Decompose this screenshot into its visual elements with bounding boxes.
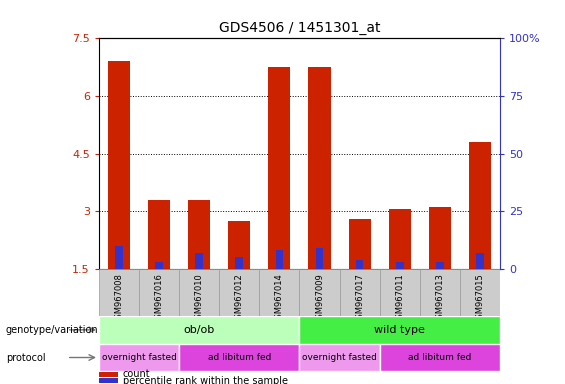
Text: overnight fasted: overnight fasted (102, 353, 176, 362)
Text: wild type: wild type (374, 325, 425, 335)
Bar (436, 262, 444, 269)
Bar (99, 316, 299, 344)
Bar (99, 344, 179, 371)
Bar (195, 253, 203, 269)
Bar (389, 209, 411, 269)
Text: GSM967014: GSM967014 (275, 273, 284, 324)
Bar (99, 372, 118, 377)
Bar (259, 269, 299, 317)
Text: GSM967013: GSM967013 (436, 273, 444, 324)
Bar (356, 260, 363, 269)
Text: GSM967008: GSM967008 (115, 273, 123, 324)
Bar (299, 316, 500, 344)
Bar (299, 344, 380, 371)
Bar (228, 221, 250, 269)
Bar (429, 207, 451, 269)
Text: ad libitum fed: ad libitum fed (408, 353, 472, 362)
Text: GSM967015: GSM967015 (476, 273, 484, 324)
Bar (299, 269, 340, 317)
Bar (349, 219, 371, 269)
Bar (460, 269, 500, 317)
Bar (469, 142, 491, 269)
Text: GSM967010: GSM967010 (195, 273, 203, 324)
Bar (340, 269, 380, 317)
Bar (99, 378, 118, 383)
Bar (236, 257, 243, 269)
Text: GSM967009: GSM967009 (315, 273, 324, 324)
Bar (139, 269, 179, 317)
Bar (179, 344, 299, 371)
Text: genotype/variation: genotype/variation (6, 325, 98, 335)
Bar (268, 67, 290, 269)
Bar (179, 269, 219, 317)
Text: count: count (123, 369, 150, 379)
Bar (276, 250, 283, 269)
Bar (188, 200, 210, 269)
Bar (316, 248, 323, 269)
Bar (219, 269, 259, 317)
Text: GSM967016: GSM967016 (155, 273, 163, 324)
Text: ad libitum fed: ad libitum fed (207, 353, 271, 362)
Text: GSM967012: GSM967012 (235, 273, 244, 324)
Bar (476, 253, 484, 269)
Text: ob/ob: ob/ob (184, 325, 215, 335)
Text: overnight fasted: overnight fasted (302, 353, 377, 362)
Bar (148, 200, 170, 269)
Title: GDS4506 / 1451301_at: GDS4506 / 1451301_at (219, 21, 380, 35)
Bar (380, 269, 420, 317)
Bar (115, 246, 123, 269)
Bar (308, 67, 331, 269)
Text: GSM967011: GSM967011 (396, 273, 404, 324)
Bar (99, 269, 139, 317)
Bar (108, 61, 130, 269)
Bar (396, 262, 403, 269)
Bar (380, 344, 500, 371)
Bar (155, 262, 163, 269)
Text: GSM967017: GSM967017 (355, 273, 364, 324)
Text: protocol: protocol (6, 353, 45, 362)
Bar (420, 269, 460, 317)
Text: percentile rank within the sample: percentile rank within the sample (123, 376, 288, 384)
